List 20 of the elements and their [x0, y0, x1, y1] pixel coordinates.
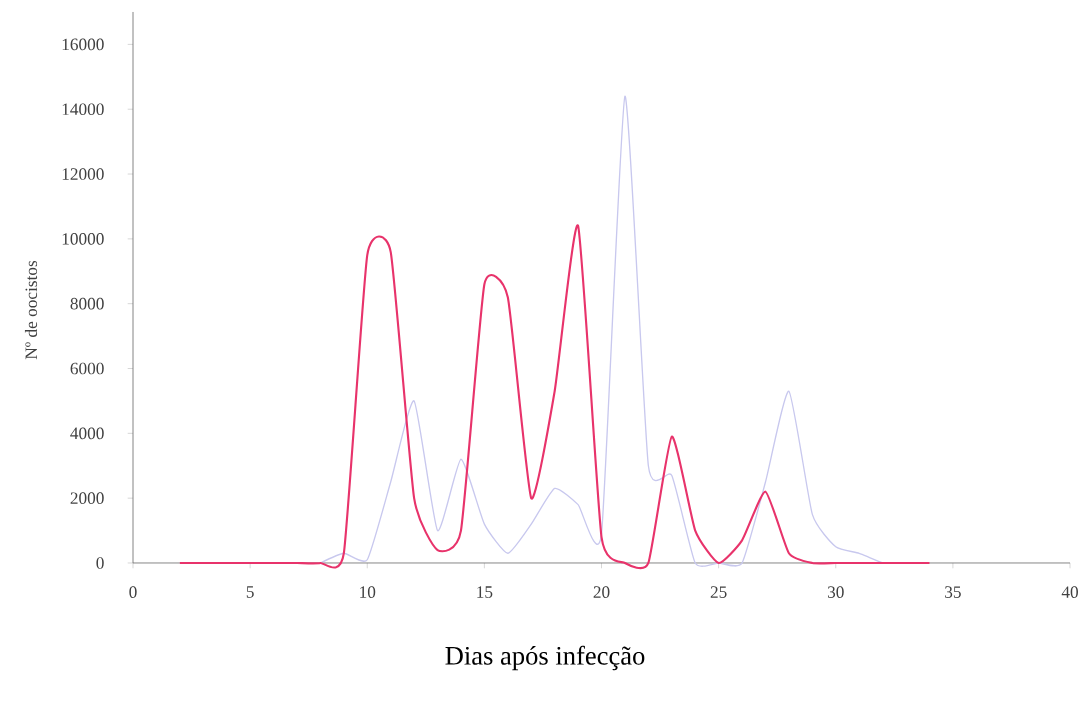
x-tick-label: 0	[129, 586, 137, 598]
x-tick-label: 30	[827, 586, 844, 598]
x-tick-label: 35	[945, 586, 961, 598]
x-tick-label: 25	[710, 586, 727, 598]
x-tick-label: 15	[477, 586, 493, 598]
y-tick-label: 10000	[62, 233, 104, 245]
x-tick-label: 40	[1061, 586, 1078, 598]
x-axis-title: Dias após infecção	[445, 645, 645, 671]
x-tick-label: 10	[360, 586, 376, 598]
y-tick-label: 12000	[62, 168, 104, 180]
y-tick-label: 16000	[62, 38, 104, 51]
x-tick-label: 20	[593, 586, 610, 598]
y-tick-label: 6000	[70, 362, 104, 375]
y-tick-label: 2000	[70, 492, 104, 504]
y-tick-label: 8000	[70, 297, 104, 310]
y-tick-label: 14000	[62, 103, 104, 116]
x-tick-label: 5	[246, 586, 254, 598]
y-tick-label: 4000	[70, 427, 104, 440]
y-tick-label: 0	[96, 557, 104, 569]
y-axis-title: Nº de oocistos	[24, 260, 38, 360]
